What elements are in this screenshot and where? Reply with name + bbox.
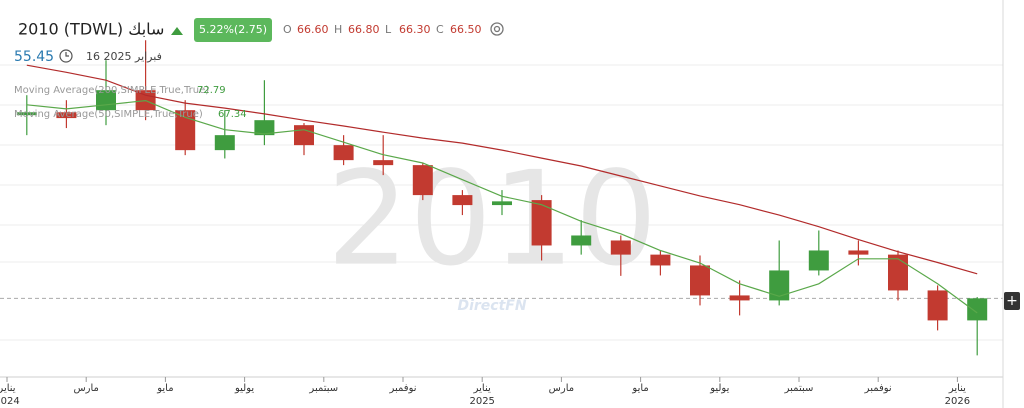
x-tick-label: مايو: [156, 383, 173, 394]
ohlc-key: C: [436, 23, 444, 36]
ohlc-header: O 66.60 H 66.80 L 66.30 C 66.50: [283, 23, 482, 36]
x-tick-label: مايو: [631, 383, 648, 394]
candle-body: [808, 250, 829, 271]
candle-body: [967, 298, 988, 321]
change-badge: [194, 18, 272, 42]
ohlc-value: 66.30: [399, 23, 431, 36]
x-tick-label: سبتمبر: [308, 383, 338, 394]
x-tick-label: يناير: [0, 383, 16, 394]
candle-body: [769, 270, 790, 301]
ohlc-key: L: [385, 23, 392, 36]
ohlc-value: 66.60: [297, 23, 329, 36]
x-tick-label: سبتمبر: [784, 383, 814, 394]
moving-average-line: [26, 64, 978, 275]
candle-body: [888, 254, 908, 291]
ohlc-value: 66.50: [450, 23, 482, 36]
add-button[interactable]: [1004, 292, 1020, 310]
legend-name: Moving Average(50,SIMPLE,True,True): [14, 109, 203, 120]
candle-body: [294, 125, 314, 146]
x-tick-label: يوليو: [234, 383, 254, 394]
candle-body: [848, 250, 869, 255]
candle-body: [729, 295, 750, 301]
candle-body: [690, 265, 710, 296]
ohlc-key: H: [334, 23, 342, 36]
x-tick-year: 2024: [0, 396, 20, 407]
x-tick-label: مارس: [73, 383, 98, 394]
candle-body: [373, 160, 394, 166]
grid: [0, 64, 1003, 341]
x-tick-label: يوليو: [709, 383, 729, 394]
candle-body: [927, 290, 948, 321]
ohlc-value: 66.80: [348, 23, 380, 36]
x-tick-label: يناير: [948, 383, 966, 394]
brand-watermark: DirectFN: [457, 298, 526, 314]
x-tick-year: 2025: [469, 396, 494, 407]
candle-body: [650, 254, 671, 266]
crosshair-date: 16 فبراير 2025: [86, 50, 162, 63]
candle-body: [333, 145, 354, 161]
symbol-title: 2010 (TDWL) سابك: [18, 20, 164, 39]
clock-icon: [59, 49, 73, 63]
candle-body: [175, 110, 196, 151]
candle-body: [56, 112, 77, 119]
legend-value: 67.34: [218, 109, 247, 120]
legend-value: 72.79: [197, 85, 226, 96]
up-arrow: [171, 27, 183, 35]
legend: Moving Average(200,SIMPLE,True,True)72.7…: [14, 85, 247, 120]
x-tick-label: نوفمبر: [864, 383, 892, 394]
crosshair-price: 55.45: [14, 49, 54, 65]
candle-body: [571, 235, 592, 246]
candle-body: [214, 135, 235, 151]
candle-body: [531, 200, 552, 246]
plot-area: [0, 40, 1003, 356]
watermark: 2010: [327, 143, 658, 295]
change-text: 5.22%(2.75): [199, 23, 267, 36]
candle-body: [610, 240, 631, 255]
x-tick-label: نوفمبر: [388, 383, 416, 394]
candle-body: [16, 112, 37, 116]
candle-body: [254, 120, 275, 136]
x-tick-label: يناير: [473, 383, 491, 394]
candle-body: [452, 195, 473, 206]
candle-body: [492, 201, 512, 206]
moving-average-line: [26, 99, 978, 314]
add-icon[interactable]: +: [1006, 293, 1018, 309]
legend-name: Moving Average(200,SIMPLE,True,True): [14, 85, 209, 96]
settings-icon[interactable]: [490, 22, 504, 36]
candle-body: [412, 165, 433, 196]
x-tick-year: 2026: [945, 396, 970, 407]
x-tick-label: مارس: [549, 383, 574, 394]
ohlc-key: O: [283, 23, 292, 36]
